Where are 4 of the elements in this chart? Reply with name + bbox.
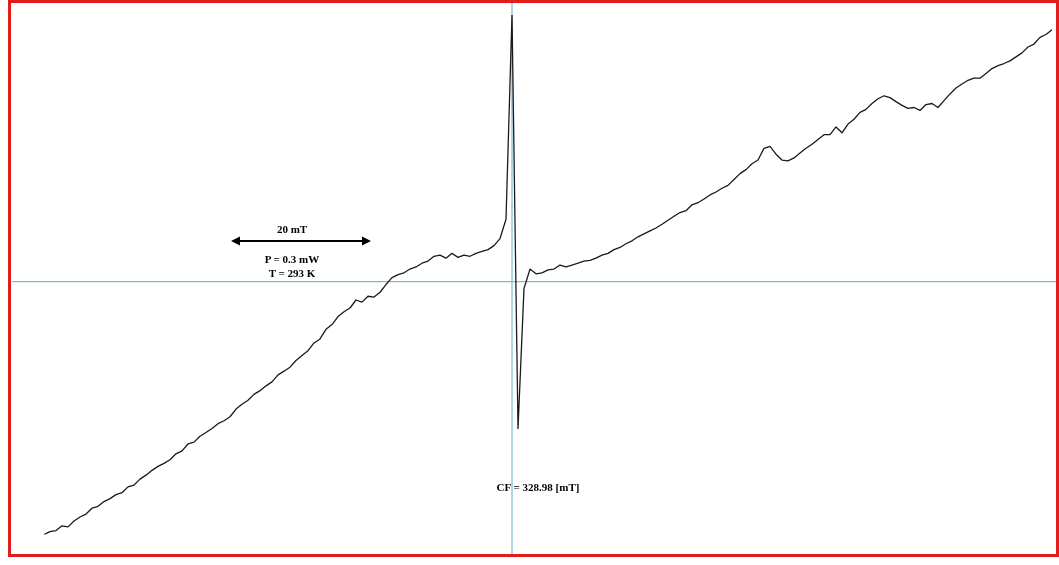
annotation: 20 mT xyxy=(276,223,308,235)
annotation: P = 0.3 mW xyxy=(264,253,320,265)
annotation: CF = 328.98 [mT] xyxy=(496,481,580,493)
annotation: T = 293 K xyxy=(268,267,316,279)
